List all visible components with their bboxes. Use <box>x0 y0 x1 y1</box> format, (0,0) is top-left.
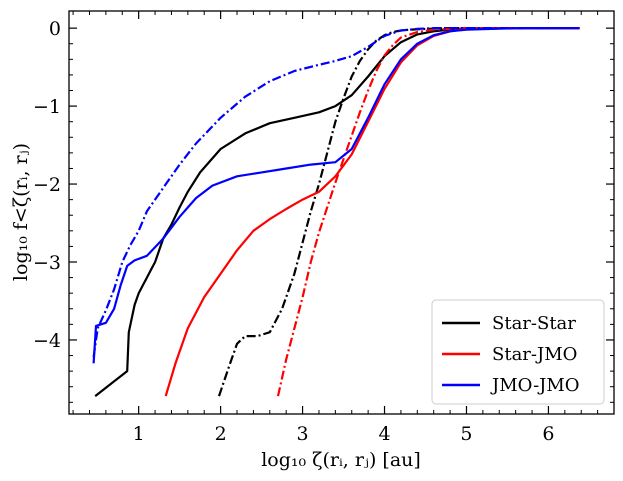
legend-label-star-star: Star-Star <box>492 313 576 334</box>
tick-labels: 1 2 3 4 5 6 −4 −3 −2 −1 0 <box>33 18 554 445</box>
x-tick-label: 3 <box>297 423 309 445</box>
series-line-jmo-jmo-projected <box>92 27 580 364</box>
y-tick-label: −4 <box>33 330 61 352</box>
y-tick-label: −1 <box>33 96 61 118</box>
x-tick-label: 2 <box>215 423 227 445</box>
legend-label-star-jmo: Star-JMO <box>492 344 577 365</box>
axis-ticks <box>69 11 614 414</box>
y-tick-label: −3 <box>33 252 61 274</box>
x-axis-title: log₁₀ ζ(rᵢ, rⱼ) [au] <box>261 449 421 471</box>
y-tick-label: 0 <box>49 18 61 40</box>
y-tick-label: −2 <box>33 174 61 196</box>
series-line-jmo-jmo-3d <box>92 27 549 358</box>
legend-box <box>431 299 605 405</box>
x-tick-label: 1 <box>133 423 145 445</box>
data-lines <box>92 27 580 397</box>
y-axis-title: log₁₀ f<ζ(rᵢ, rⱼ) <box>10 143 32 281</box>
x-tick-label: 4 <box>378 423 390 445</box>
x-tick-label: 6 <box>542 423 554 445</box>
legend-label-jmo-jmo: JMO-JMO <box>490 375 580 396</box>
legend: Star-Star Star-JMO JMO-JMO <box>431 299 605 405</box>
x-tick-label: 5 <box>460 423 472 445</box>
plot-frame <box>68 10 615 415</box>
